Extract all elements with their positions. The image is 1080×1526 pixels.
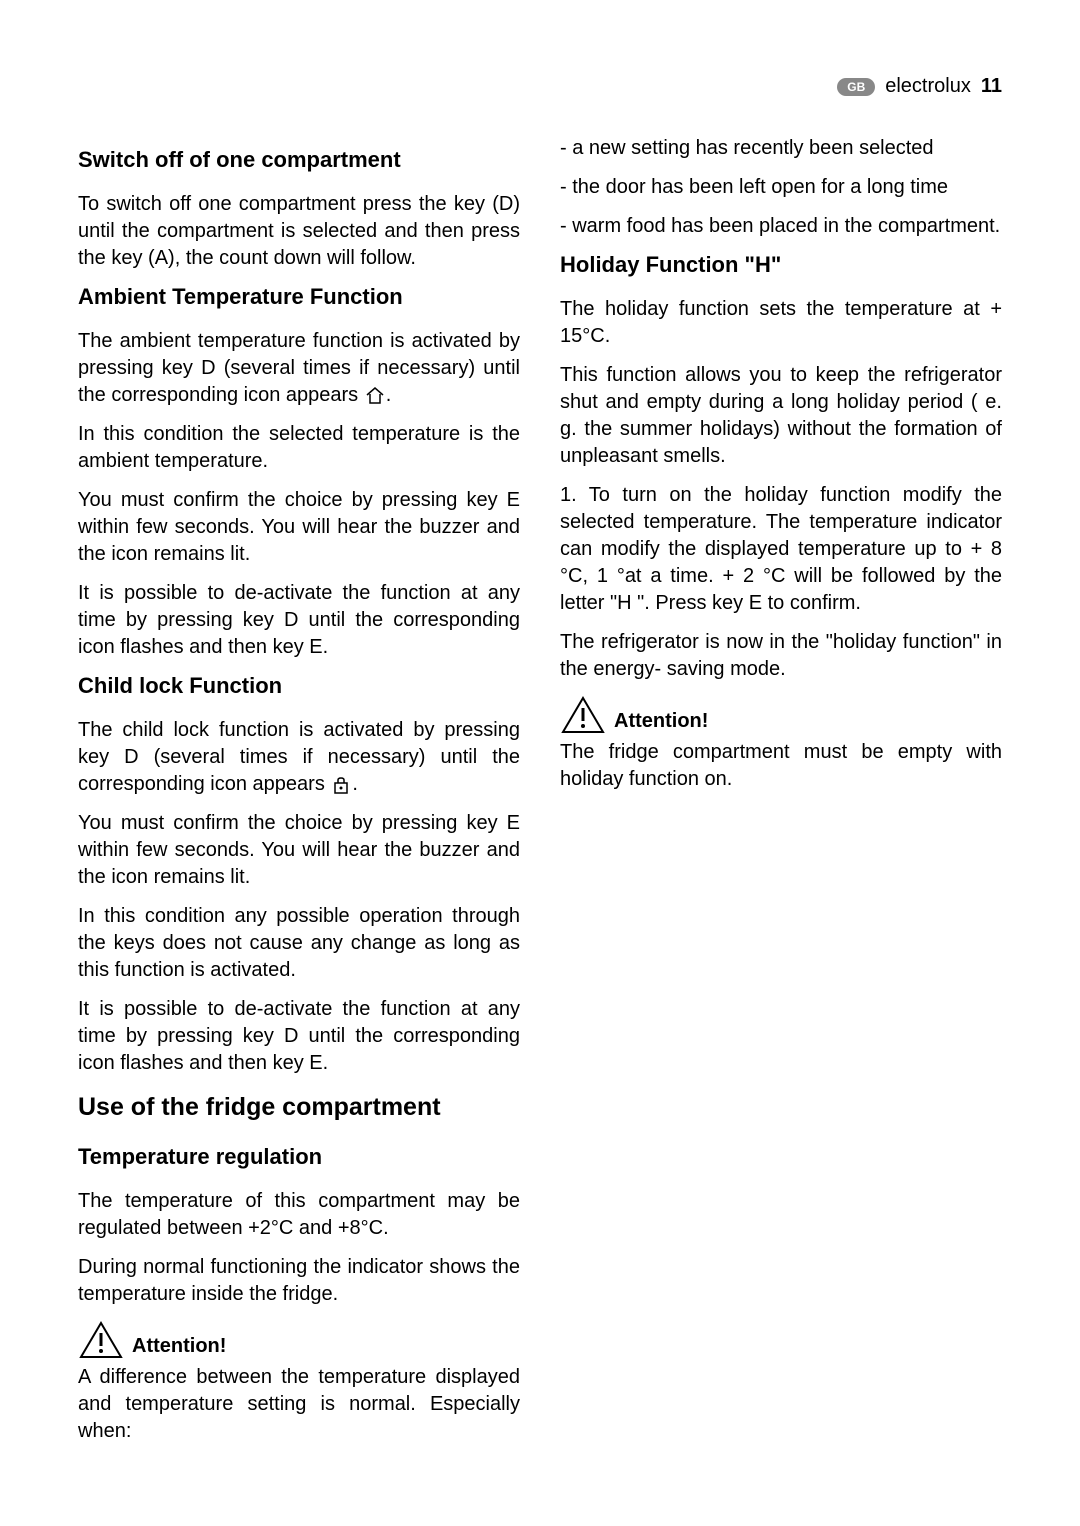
bullet: - warm food has been placed in the compa…	[560, 213, 1002, 240]
attention-label: Attention!	[132, 1335, 226, 1360]
paragraph: The child lock function is activated by …	[78, 717, 520, 798]
paragraph: It is possible to de-activate the functi…	[78, 996, 520, 1077]
page-number: 11	[981, 75, 1002, 98]
text: .	[352, 773, 358, 795]
region-badge: GB	[837, 78, 875, 96]
text: .	[386, 384, 392, 406]
attention-block: Attention!	[78, 1320, 520, 1360]
warning-icon	[78, 1320, 124, 1360]
paragraph: You must confirm the choice by pressing …	[78, 810, 520, 891]
attention-label: Attention!	[614, 710, 708, 735]
warning-icon	[560, 695, 606, 735]
heading-switch-off: Switch off of one compartment	[78, 147, 520, 173]
brand-label: electrolux	[885, 75, 971, 98]
heading-holiday: Holiday Function "H"	[560, 252, 1002, 278]
attention-block: Attention!	[560, 695, 1002, 735]
paragraph: During normal functioning the indicator …	[78, 1254, 520, 1308]
house-icon	[364, 386, 386, 406]
paragraph: This function allows you to keep the ref…	[560, 362, 1002, 470]
paragraph: The temperature of this compartment may …	[78, 1188, 520, 1242]
heading-use-fridge: Use of the fridge compartment	[78, 1093, 520, 1122]
paragraph: 1. To turn on the holiday function modif…	[560, 482, 1002, 617]
bullet: - a new setting has recently been select…	[560, 135, 1002, 162]
paragraph: To switch off one compartment press the …	[78, 191, 520, 272]
bullet: - the door has been left open for a long…	[560, 174, 1002, 201]
paragraph: A difference between the temperature dis…	[78, 1364, 520, 1445]
lock-icon	[330, 775, 352, 795]
page-content: Switch off of one compartment To switch …	[78, 135, 1002, 1465]
text: The ambient temperature function is acti…	[78, 330, 520, 406]
page-header: GB electrolux 11	[837, 75, 1002, 98]
text: The child lock function is activated by …	[78, 719, 520, 795]
paragraph: In this condition the selected temperatu…	[78, 421, 520, 475]
paragraph: The ambient temperature function is acti…	[78, 328, 520, 409]
heading-child-lock: Child lock Function	[78, 673, 520, 699]
paragraph: The fridge compartment must be empty wit…	[560, 739, 1002, 793]
heading-ambient: Ambient Temperature Function	[78, 284, 520, 310]
paragraph: In this condition any possible operation…	[78, 903, 520, 984]
paragraph: The refrigerator is now in the "holiday …	[560, 629, 1002, 683]
heading-temp-reg: Temperature regulation	[78, 1144, 520, 1170]
paragraph: It is possible to de-activate the functi…	[78, 580, 520, 661]
paragraph: You must confirm the choice by pressing …	[78, 487, 520, 568]
paragraph: The holiday function sets the temperatur…	[560, 296, 1002, 350]
